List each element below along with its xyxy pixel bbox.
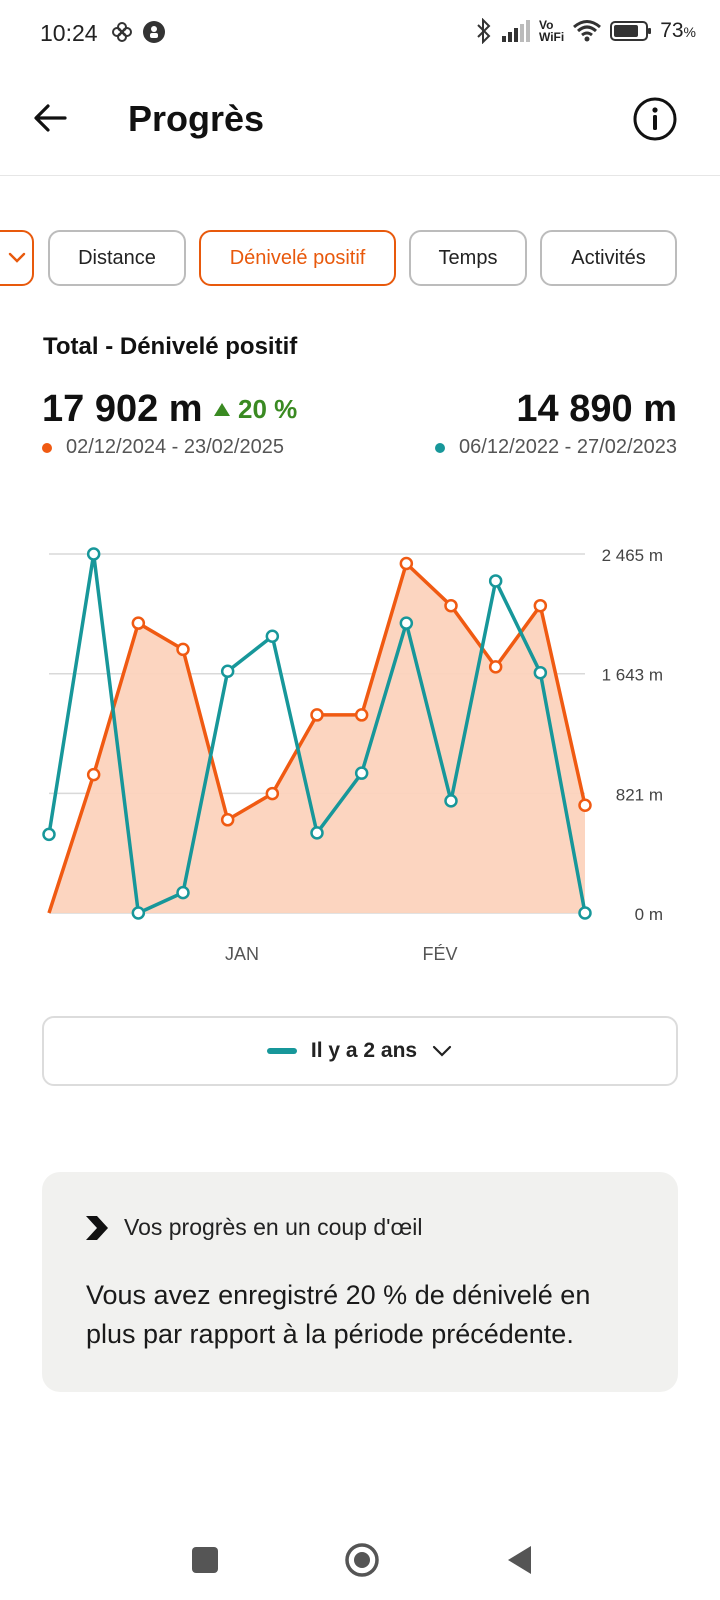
current-series-area bbox=[49, 563, 585, 913]
y-tick-label: 821 m bbox=[616, 785, 663, 804]
volte-label: Vo bbox=[538, 18, 554, 32]
system-nav-bar bbox=[0, 1520, 720, 1600]
previous-series-point bbox=[488, 574, 503, 588]
chip-label: Temps bbox=[438, 246, 498, 269]
current-series-point bbox=[310, 708, 324, 722]
previous-series-point bbox=[444, 794, 458, 808]
trend-up-icon bbox=[214, 403, 230, 416]
chip-elevation[interactable]: Dénivelé positif bbox=[199, 230, 396, 286]
arrow-left-icon bbox=[34, 104, 67, 132]
battery-level: 73 bbox=[660, 19, 684, 42]
previous-series-point bbox=[578, 906, 592, 920]
battery-icon bbox=[610, 21, 652, 41]
chevron-right-bold-icon bbox=[86, 1215, 108, 1240]
chip-time[interactable]: Temps bbox=[409, 230, 527, 286]
wifi-label: WiFi bbox=[538, 30, 565, 44]
compare-period-select[interactable]: Il y a 2 ans bbox=[42, 1016, 678, 1086]
previous-series-point bbox=[265, 629, 280, 644]
recents-icon[interactable] bbox=[192, 1547, 218, 1573]
status-time: 10:24 bbox=[40, 20, 98, 46]
chip-activities[interactable]: Activités bbox=[540, 230, 677, 286]
back-button[interactable] bbox=[30, 98, 70, 138]
chart-svg: 2 465 m 1 643 m 821 m 0 m JAN FÉV bbox=[42, 546, 663, 964]
compare-swatch bbox=[266, 1048, 297, 1054]
flower-icon bbox=[112, 22, 132, 42]
previous-series-point bbox=[310, 826, 324, 840]
current-series-point bbox=[533, 598, 548, 613]
chip-label: Distance bbox=[78, 246, 156, 269]
chip-label: Dénivelé positif bbox=[229, 246, 366, 269]
section-title: Total - Dénivelé positif bbox=[43, 333, 298, 360]
previous-series-point bbox=[399, 616, 414, 630]
signal-icon bbox=[501, 20, 530, 42]
home-icon[interactable] bbox=[344, 1542, 380, 1578]
insight-card: Vos progrès en un coup d'œil Vous avez e… bbox=[42, 1172, 678, 1392]
x-tick-label: JAN bbox=[225, 944, 259, 964]
current-series-point bbox=[488, 660, 503, 674]
previous-series-point bbox=[533, 665, 548, 680]
previous-series-point bbox=[176, 885, 190, 900]
chip-distance[interactable]: Distance bbox=[48, 230, 186, 286]
metric-chips: Distance Dénivelé positif Temps Activité… bbox=[0, 230, 720, 288]
current-range: 02/12/2024 - 23/02/2025 bbox=[42, 436, 284, 459]
previous-series-point bbox=[220, 664, 235, 678]
current-series-point bbox=[578, 798, 592, 812]
insight-text: Vous avez enregistré 20 % de dénivelé en… bbox=[86, 1280, 591, 1349]
current-total: 17 902 m bbox=[42, 388, 203, 430]
current-series-point bbox=[399, 556, 414, 571]
bluetooth-icon bbox=[477, 18, 491, 44]
current-series-point bbox=[176, 642, 190, 657]
battery-unit: % bbox=[683, 24, 696, 40]
previous-series-dot bbox=[435, 442, 446, 453]
elevation-chart: 2 465 m 1 643 m 821 m 0 m JAN FÉV bbox=[0, 530, 720, 990]
current-series-dot bbox=[42, 442, 52, 453]
previous-range-label: 06/12/2022 - 27/02/2023 bbox=[459, 436, 677, 458]
trend-value: 20 % bbox=[238, 394, 298, 424]
compare-label: Il y a 2 ans bbox=[310, 1039, 418, 1062]
app-header: Progrès bbox=[0, 68, 720, 176]
status-bar: 10:24 Vo WiFi bbox=[0, 0, 720, 68]
current-series-point bbox=[220, 813, 235, 827]
current-range-label: 02/12/2024 - 23/02/2025 bbox=[66, 436, 284, 458]
previous-series-point bbox=[86, 547, 101, 561]
previous-series-point bbox=[354, 766, 369, 780]
previous-series-point bbox=[42, 827, 56, 842]
info-button[interactable] bbox=[632, 96, 678, 142]
trend-badge: 20 % bbox=[214, 394, 297, 425]
current-series-point bbox=[265, 786, 280, 801]
y-tick-label: 2 465 m bbox=[602, 546, 663, 565]
current-series-point bbox=[131, 616, 146, 630]
back-icon[interactable] bbox=[505, 1544, 533, 1576]
current-series-point bbox=[354, 708, 369, 722]
insight-title: Vos progrès en un coup d'œil bbox=[124, 1214, 423, 1240]
info-icon bbox=[633, 97, 677, 141]
notification-icon bbox=[143, 21, 165, 43]
current-series-point bbox=[86, 767, 101, 782]
chevron-down-icon bbox=[433, 1045, 452, 1057]
y-tick-label: 1 643 m bbox=[602, 666, 663, 685]
x-tick-label: FÉV bbox=[422, 944, 457, 964]
wifi-icon bbox=[573, 20, 602, 42]
previous-total: 14 890 m bbox=[516, 388, 677, 430]
chip-label: Activités bbox=[571, 246, 646, 269]
previous-series-point bbox=[131, 906, 146, 920]
page-title: Progrès bbox=[128, 98, 265, 139]
chevron-down-icon bbox=[8, 252, 26, 263]
y-tick-label: 0 m bbox=[635, 905, 663, 924]
previous-range: 06/12/2022 - 27/02/2023 bbox=[435, 436, 677, 459]
filter-chip[interactable] bbox=[0, 230, 34, 286]
current-series-point bbox=[444, 598, 458, 613]
